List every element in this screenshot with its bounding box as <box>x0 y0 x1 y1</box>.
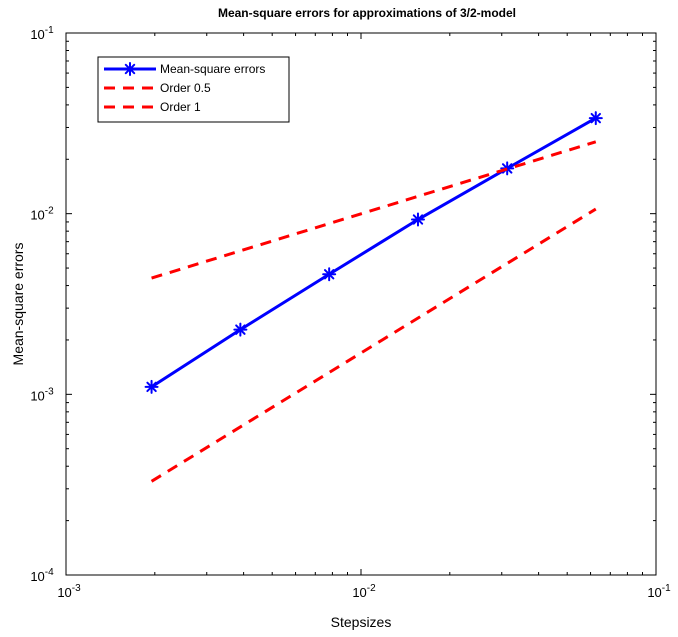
tick-label: 10-3 <box>57 583 81 600</box>
series-line-0 <box>150 116 597 389</box>
data-point-marker <box>410 212 425 227</box>
chart-title: Mean-square errors for approximations of… <box>218 6 516 20</box>
plot-area <box>66 33 656 575</box>
legend-label-1: Order 0.5 <box>160 81 211 95</box>
data-point-marker <box>322 267 337 282</box>
tick-label: 10-3 <box>30 386 54 403</box>
legend-label-0: Mean-square errors <box>160 62 265 76</box>
tick-label: 10-1 <box>647 583 671 600</box>
series-line-1 <box>151 140 597 280</box>
legend-marker <box>123 62 137 76</box>
tick-label: 10-2 <box>352 583 376 600</box>
series-layer <box>144 111 603 483</box>
data-point-marker <box>500 161 515 176</box>
data-point-marker <box>588 111 603 126</box>
data-point-marker <box>233 322 248 337</box>
tick-label: 10-1 <box>30 25 54 42</box>
axes-box <box>65 32 657 576</box>
tick-labels: 10-3 10-2 10-110-410-310-210-1 <box>30 25 671 600</box>
legend-label-2: Order 1 <box>160 100 201 114</box>
series-line-2 <box>150 207 597 483</box>
legend: Mean-square errors Order 0.5 Order 1 <box>97 56 290 123</box>
x-axis-label: Stepsizes <box>331 614 392 630</box>
tick-label: 10-2 <box>30 206 54 223</box>
data-point-marker <box>144 379 159 394</box>
tick-label: 10-4 <box>30 567 54 584</box>
y-axis-label: Mean-square errors <box>10 243 26 366</box>
